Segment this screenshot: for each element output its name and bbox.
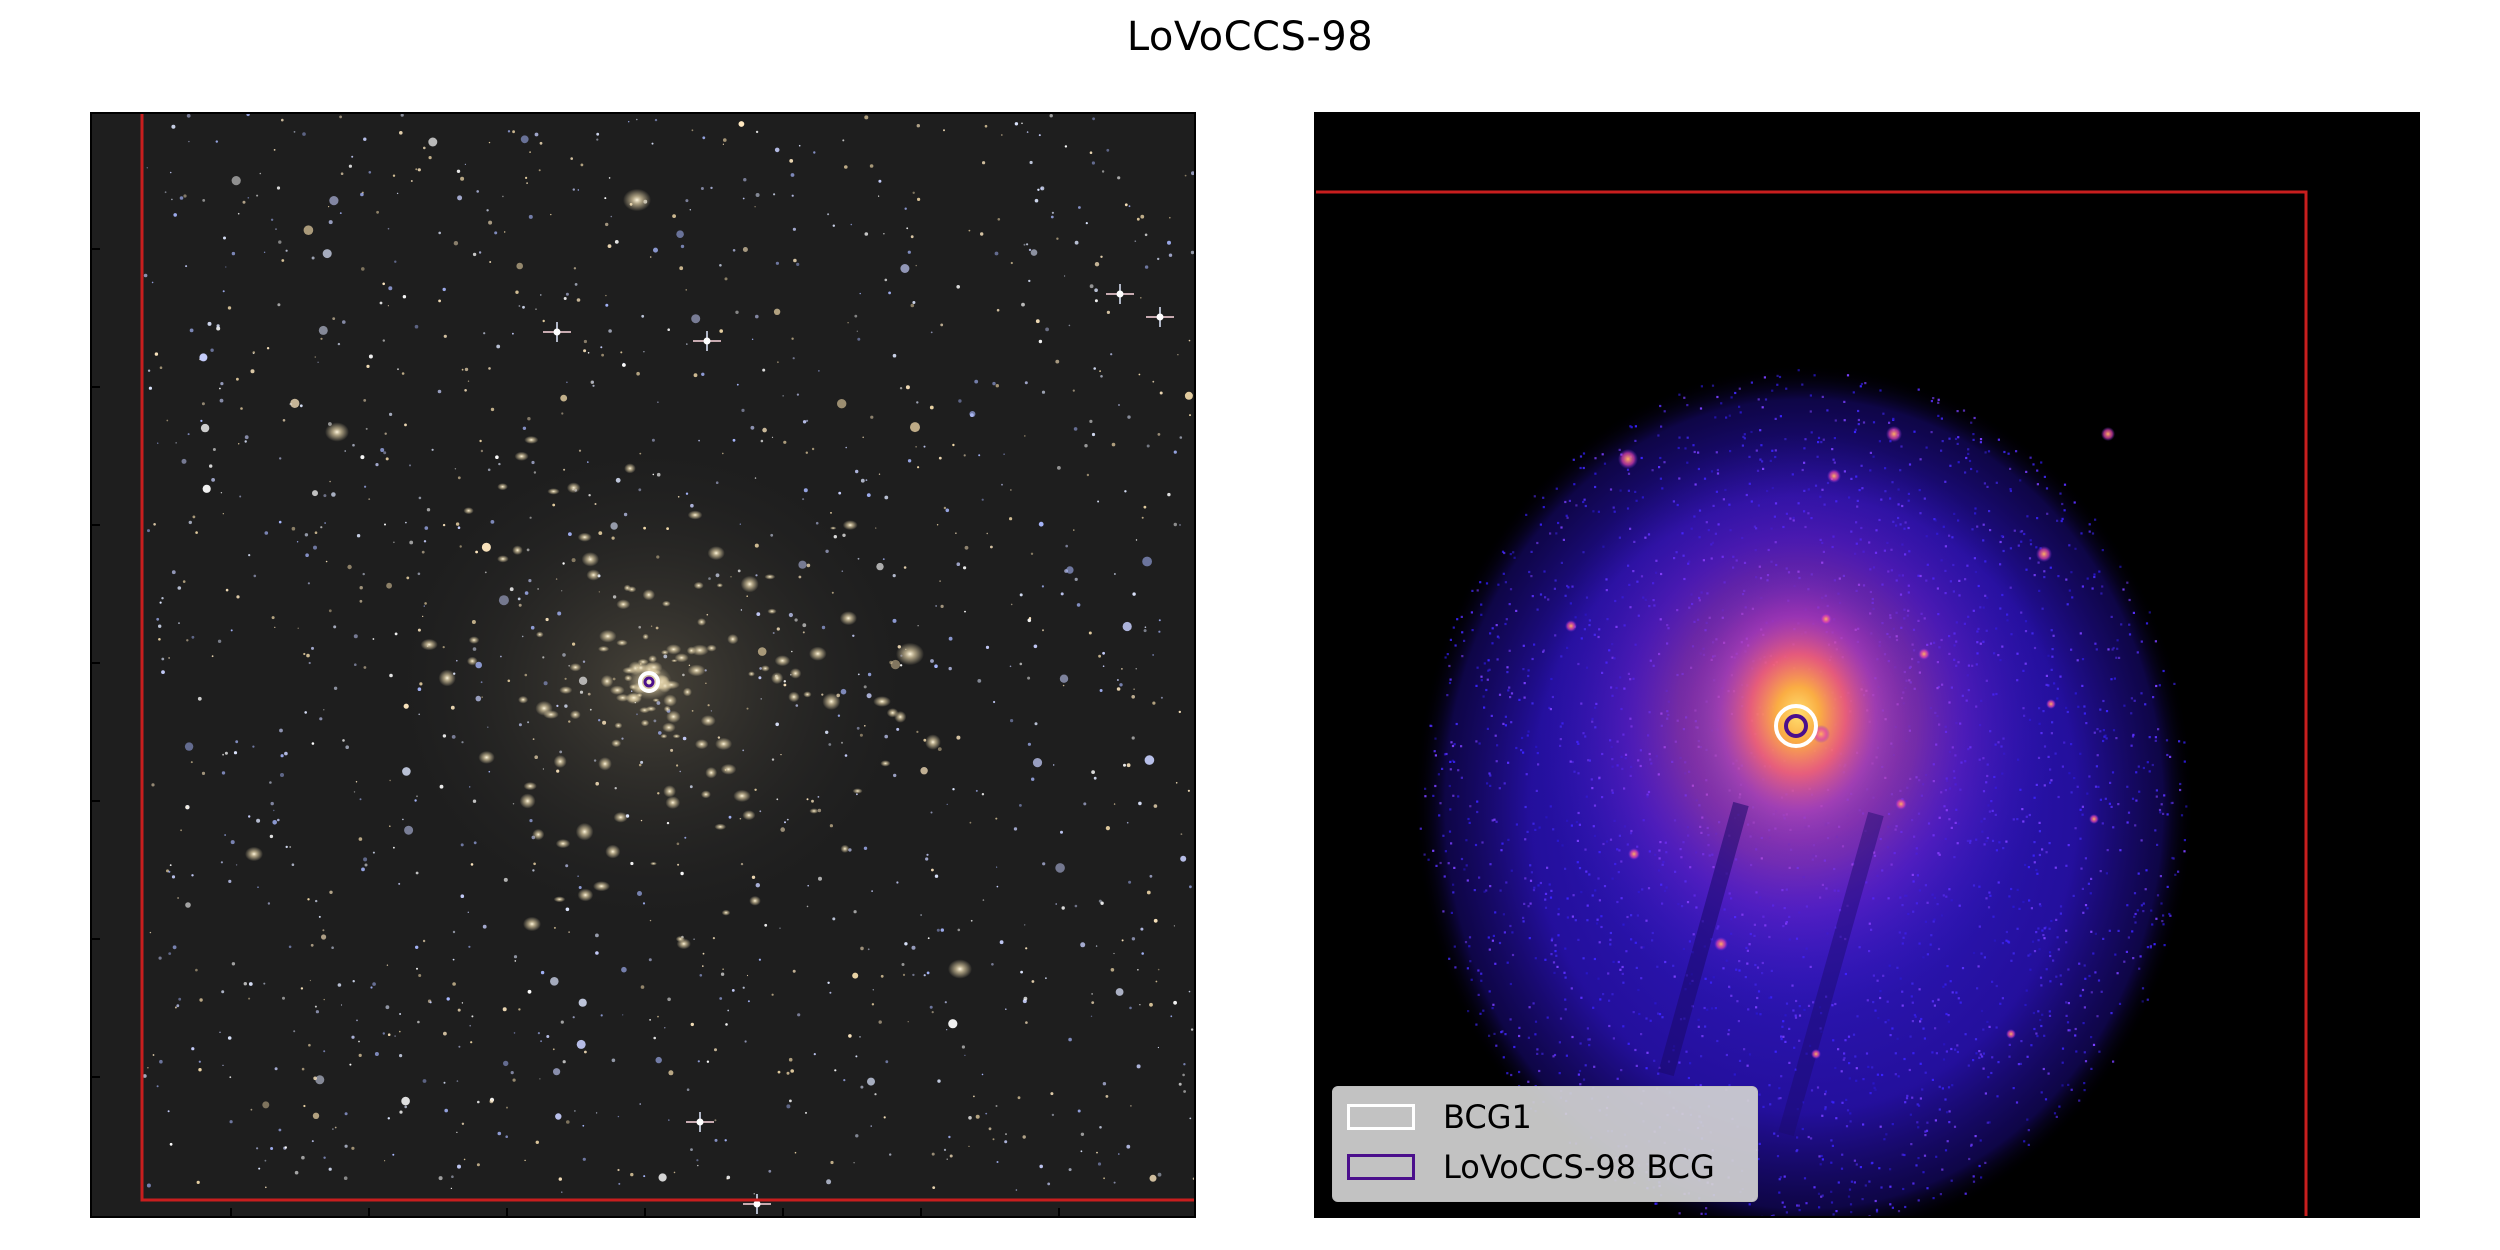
x-tick bbox=[230, 1208, 232, 1216]
figure-title: LoVoCCS-98 bbox=[1126, 14, 1374, 60]
y-tick bbox=[92, 662, 100, 664]
y-tick bbox=[92, 1076, 100, 1078]
y-tick bbox=[92, 938, 100, 940]
xray-lovoccs-bcg-marker bbox=[1784, 714, 1808, 738]
xray-bcg1-marker bbox=[1774, 704, 1818, 748]
xray-image bbox=[1316, 114, 2418, 1216]
optical-image-panel bbox=[90, 112, 1196, 1218]
optical-lovoccs-bcg-marker bbox=[643, 676, 655, 688]
optical-image bbox=[92, 114, 1194, 1216]
y-tick bbox=[92, 248, 100, 250]
x-tick bbox=[920, 1208, 922, 1216]
xray-frame-outline bbox=[1316, 190, 2308, 1216]
y-tick bbox=[92, 524, 100, 526]
x-tick bbox=[782, 1208, 784, 1216]
legend: BCG1 LoVoCCS-98 BCG bbox=[1332, 1086, 1758, 1202]
y-tick bbox=[92, 800, 100, 802]
x-tick bbox=[1058, 1208, 1060, 1216]
x-tick bbox=[506, 1208, 508, 1216]
legend-swatch-white bbox=[1347, 1104, 1415, 1130]
legend-item-bcg1: BCG1 bbox=[1347, 1097, 1532, 1137]
optical-bcg1-marker bbox=[638, 671, 660, 693]
legend-item-lovoccs-bcg: LoVoCCS-98 BCG bbox=[1347, 1147, 1715, 1187]
x-tick bbox=[644, 1208, 646, 1216]
xray-image-panel: BCG1 LoVoCCS-98 BCG bbox=[1314, 112, 2420, 1218]
legend-label-bcg1: BCG1 bbox=[1443, 1098, 1532, 1136]
xray-cluster-core bbox=[1678, 564, 1918, 864]
legend-label-lovoccs-bcg: LoVoCCS-98 BCG bbox=[1443, 1148, 1715, 1186]
y-tick bbox=[92, 386, 100, 388]
optical-frame-outline bbox=[140, 114, 1194, 1202]
legend-swatch-purple bbox=[1347, 1154, 1415, 1180]
x-tick bbox=[368, 1208, 370, 1216]
